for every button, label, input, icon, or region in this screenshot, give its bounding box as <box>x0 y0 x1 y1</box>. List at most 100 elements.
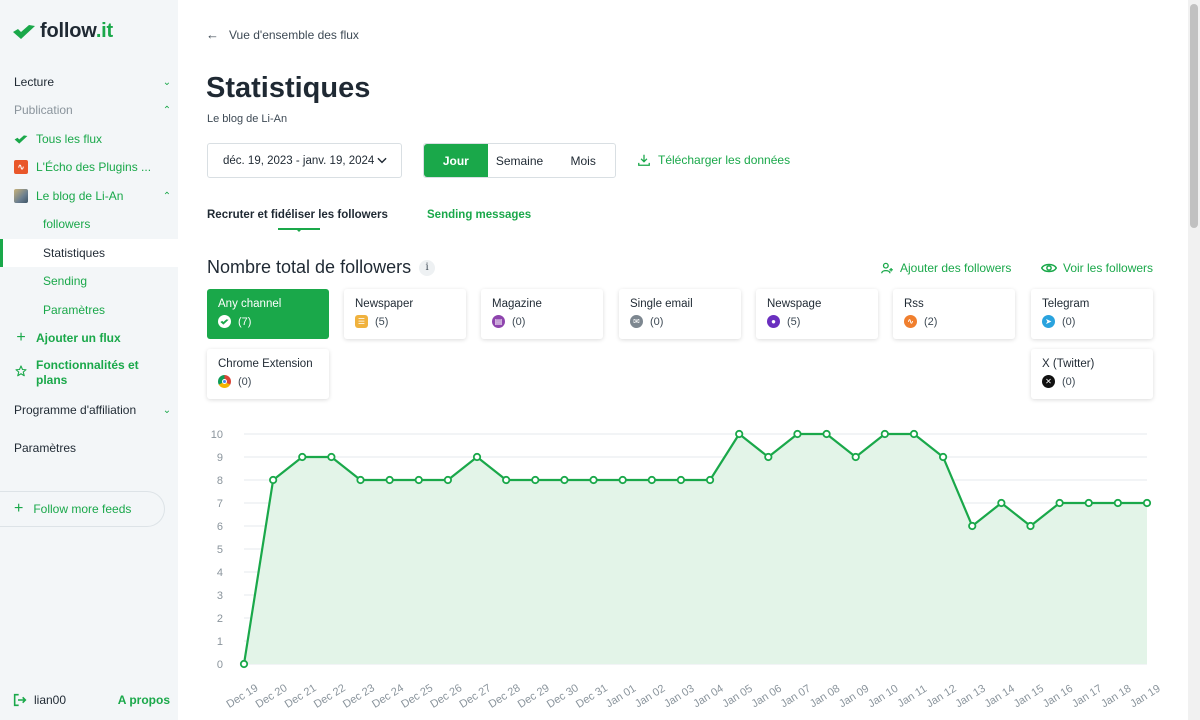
y-tick-label: 10 <box>211 429 223 441</box>
add-followers-link[interactable]: Ajouter des followers <box>880 261 1011 275</box>
sidebar-item-features-plans[interactable]: Fonctionnalités et plans <box>0 358 178 390</box>
telegram-icon: ➤ <box>1042 315 1055 328</box>
tab-recruit-followers[interactable]: Recruter et fidéliser les followers <box>207 209 388 221</box>
back-link[interactable]: ← Vue d'ensemble des flux <box>206 27 359 42</box>
x-tick-label: Jan 04 <box>691 683 725 711</box>
data-point <box>502 475 511 485</box>
sidebar-item-label: Paramètres <box>14 441 77 455</box>
logo-text: follow.it <box>40 20 114 42</box>
x-tick-label: Jan 14 <box>983 683 1017 711</box>
data-point <box>356 475 365 485</box>
x-tick-label: Dec 22 <box>312 682 348 711</box>
x-tick-label: Jan 18 <box>1099 683 1133 711</box>
x-tick-label: Jan 16 <box>1041 683 1075 711</box>
sidebar-item-statistiques[interactable]: Statistiques <box>0 239 178 267</box>
chevron-up-icon: ⌃ <box>162 104 172 116</box>
tab-sending-messages[interactable]: Sending messages <box>427 209 532 221</box>
eye-icon <box>1041 263 1057 273</box>
x-tick-label: Jan 11 <box>896 683 930 710</box>
data-point <box>676 475 686 485</box>
channel-name: Telegram <box>1042 298 1090 310</box>
follow-it-icon <box>14 132 28 146</box>
period-day-button[interactable]: Jour <box>424 144 488 177</box>
y-tick-label: 6 <box>217 521 223 533</box>
channel-card-telegram[interactable]: Telegram ➤ (0) <box>1031 289 1153 339</box>
period-week-button[interactable]: Semaine <box>495 153 544 168</box>
download-data-link[interactable]: Télécharger les données <box>637 153 790 167</box>
sidebar: follow.it Lecture ⌄ Publication ⌃ Tous l… <box>0 0 178 720</box>
sidebar-item-echo-plugins[interactable]: ∿ L'Écho des Plugins ... <box>0 153 178 181</box>
channel-count: (0) <box>512 315 526 328</box>
y-tick-label: 0 <box>217 659 223 671</box>
magazine-icon: ▤ <box>492 315 505 328</box>
channel-card-single-email[interactable]: Single email ✉ (0) <box>619 289 741 339</box>
channel-card-newspage[interactable]: Newspage ● (5) <box>756 289 878 339</box>
follow-more-label: Follow more feeds <box>33 502 132 516</box>
data-point <box>443 475 453 485</box>
sidebar-item-settings[interactable]: Paramètres <box>0 434 178 462</box>
channel-card-chrome[interactable]: Chrome Extension (0) <box>207 349 329 399</box>
info-icon[interactable]: i <box>419 259 436 276</box>
data-point <box>269 475 278 485</box>
data-point <box>705 475 715 485</box>
logout-icon <box>13 693 27 707</box>
sidebar-item-blog-li-an[interactable]: Le blog de Li-An ⌃ <box>0 182 178 210</box>
sidebar-item-feed-settings[interactable]: Paramètres <box>0 296 178 324</box>
data-point <box>909 429 919 439</box>
period-month-button[interactable]: Mois <box>570 153 596 168</box>
data-point <box>239 659 249 669</box>
data-point <box>327 452 336 462</box>
channel-count: (0) <box>238 375 252 388</box>
data-point <box>764 452 773 462</box>
sidebar-item-label: L'Écho des Plugins ... <box>36 160 152 174</box>
channel-name: Single email <box>630 298 693 310</box>
y-tick-label: 9 <box>217 452 223 464</box>
sidebar-item-label: Sending <box>43 274 88 288</box>
chevron-down-icon: ⌄ <box>162 404 172 416</box>
y-tick-label: 2 <box>217 613 223 625</box>
y-tick-label: 7 <box>217 498 223 510</box>
sidebar-item-all-feeds[interactable]: Tous les flux <box>0 125 178 153</box>
page-scrollbar[interactable] <box>1188 0 1200 720</box>
sidebar-item-publication[interactable]: Publication ⌃ <box>0 96 178 124</box>
channel-name: Rss <box>904 298 924 310</box>
sidebar-item-label: Lecture <box>14 75 55 89</box>
data-point <box>472 452 482 462</box>
sidebar-item-followers[interactable]: followers <box>0 210 178 238</box>
channel-card-newspaper[interactable]: Newspaper ☰ (5) <box>344 289 466 339</box>
follow-more-feeds-button[interactable]: + Follow more feeds <box>0 491 165 527</box>
chevron-down-icon <box>377 157 387 164</box>
data-point <box>1055 498 1064 508</box>
channel-card-rss[interactable]: Rss ∿ (2) <box>893 289 1015 339</box>
data-point <box>414 475 423 485</box>
sidebar-item-sending[interactable]: Sending <box>0 267 178 295</box>
x-tick-label: Dec 23 <box>341 682 377 711</box>
sidebar-item-lecture[interactable]: Lecture ⌄ <box>0 68 178 96</box>
channel-card-magazine[interactable]: Magazine ▤ (0) <box>481 289 603 339</box>
channel-card-any[interactable]: Any channel (7) <box>207 289 329 339</box>
logo[interactable]: follow.it <box>12 20 113 43</box>
channel-name: Chrome Extension <box>218 358 313 370</box>
sidebar-item-label: Le blog de Li-An <box>36 189 124 203</box>
sidebar-item-add-feed[interactable]: + Ajouter un flux <box>0 324 178 352</box>
x-tick-label: Jan 12 <box>924 683 958 711</box>
scrollbar-thumb[interactable] <box>1190 4 1198 228</box>
blog-thumbnail-icon <box>14 189 28 203</box>
date-range-select[interactable]: déc. 19, 2023 - janv. 19, 2024 <box>207 143 402 178</box>
about-link[interactable]: A propos <box>117 693 170 707</box>
chevron-down-icon: ⌄ <box>162 76 172 88</box>
channel-card-x-twitter[interactable]: X (Twitter) ✕ (0) <box>1031 349 1153 399</box>
globe-icon: ● <box>767 315 780 328</box>
view-followers-link[interactable]: Voir les followers <box>1041 261 1153 275</box>
data-point <box>735 429 744 439</box>
user-menu[interactable]: lian00 <box>12 692 118 708</box>
y-tick-label: 1 <box>217 636 223 648</box>
plus-icon: + <box>16 329 26 346</box>
channel-name: Any channel <box>218 298 282 310</box>
data-point <box>589 475 598 485</box>
sidebar-item-affiliation[interactable]: Programme d'affiliation ⌄ <box>0 396 178 424</box>
data-point <box>1084 498 1093 508</box>
x-tick-label: Jan 06 <box>750 683 784 711</box>
y-tick-label: 5 <box>217 544 223 556</box>
